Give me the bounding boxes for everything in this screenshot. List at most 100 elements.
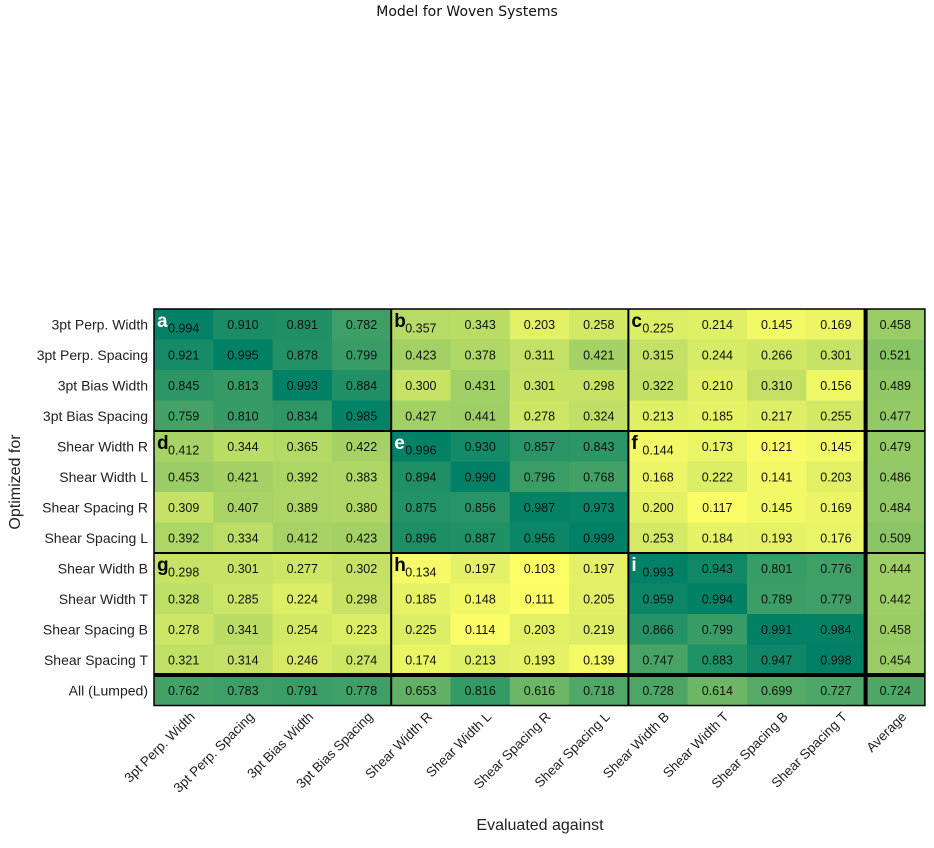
heatmap-cell [331,522,392,554]
cell-value-label: 0.791 [287,684,318,698]
cell-value-label: 0.185 [405,592,436,606]
heatmap-cell [628,400,689,432]
panel-letter: f [631,433,638,454]
heatmap-cell [331,309,392,341]
cell-value-label: 0.759 [168,409,199,423]
cell-value-label: 0.298 [346,592,377,606]
cell-value-label: 0.816 [465,684,496,698]
heatmap-cell [628,431,689,463]
panel-letter: g [157,555,169,576]
cell-value-label: 0.973 [583,501,614,515]
cell-value-label: 0.322 [642,379,673,393]
cell-value-label: 0.274 [346,653,377,667]
heatmap-cell [806,583,867,615]
cell-value-label: 0.169 [820,501,851,515]
heatmap-cell [806,461,867,493]
heatmap-cell [272,553,333,585]
cell-value-label: 0.727 [820,684,851,698]
heatmap-cell [747,431,807,463]
heatmap-cell [628,339,689,371]
heatmap-cell [628,614,689,646]
heatmap-cell [213,614,274,646]
cell-value-label: 0.789 [761,592,792,606]
heatmap-cell [450,522,511,554]
cell-value-label: 0.392 [287,470,318,484]
row-tick-label: Shear Width T [59,591,149,607]
heatmap-cell [687,644,748,676]
heatmap-cell [450,431,511,463]
heatmap-cell [747,553,807,585]
cell-value-label: 0.225 [642,321,673,335]
cell-value-label: 0.412 [287,531,318,545]
cell-value-label: 0.407 [227,501,258,515]
heatmap-cell [450,553,511,585]
heatmap-cell [628,461,689,493]
cell-value-label: 0.341 [227,623,258,637]
cell-value-label: 0.891 [287,318,318,332]
cell-value-label: 0.896 [405,531,436,545]
heatmap-cell [213,583,274,615]
heatmap-cell [213,370,274,402]
cell-value-label: 0.334 [227,531,258,545]
heatmap-cell [331,461,392,493]
heatmap-cell [628,644,689,676]
heatmap-cell [391,309,452,341]
cell-value-label: 0.509 [880,531,911,545]
cell-value-label: 0.442 [880,592,911,606]
cell-value-label: 0.843 [583,440,614,454]
cell-value-label: 0.200 [642,501,673,515]
cell-value-label: 0.921 [168,348,199,362]
cell-value-label: 0.728 [642,684,673,698]
cell-value-label: 0.984 [820,623,851,637]
heatmap-cell [865,553,926,585]
cell-value-label: 0.796 [524,470,555,484]
cell-value-label: 0.985 [346,409,377,423]
row-tick-label: 3pt Bias Width [58,377,148,393]
heatmap-cell [391,553,452,585]
cell-value-label: 0.156 [820,379,851,393]
heatmap-cell [391,492,452,524]
cell-value-label: 0.799 [702,623,733,637]
heatmap-cell [154,431,214,463]
cell-value-label: 0.203 [524,623,555,637]
cell-value-label: 0.278 [524,409,555,423]
heatmap-cell [628,675,689,707]
heatmap-cell [509,400,570,432]
heatmap-cell [747,370,807,402]
heatmap-cell [213,339,274,371]
heatmap-cell [865,614,926,646]
cell-value-label: 0.947 [761,653,792,667]
cell-value-label: 0.956 [524,531,555,545]
heatmap-cell [272,675,333,707]
heatmap-cell [569,492,629,524]
cell-value-label: 0.219 [583,623,614,637]
heatmap-cell [272,614,333,646]
heatmap-cell [687,431,748,463]
row-tick-label: Shear Spacing L [44,530,148,546]
heatmap-cell [391,522,452,554]
cell-value-label: 0.653 [405,684,436,698]
cell-value-label: 0.422 [346,440,377,454]
heatmap-cell [509,583,570,615]
panel-letter: a [157,311,168,332]
cell-value-label: 0.813 [227,379,258,393]
heatmap-cell [450,583,511,615]
cell-value-label: 0.301 [820,348,851,362]
cell-value-label: 0.943 [702,562,733,576]
heatmap-cell [450,644,511,676]
cell-value-label: 0.148 [465,592,496,606]
heatmap-cell [213,522,274,554]
heatmap-cell [272,309,333,341]
heatmap-cell [509,553,570,585]
heatmap-cell [687,553,748,585]
heatmap-cell [806,675,867,707]
heatmap-cell [865,370,926,402]
cell-value-label: 0.392 [168,531,199,545]
cell-value-label: 0.111 [525,592,554,606]
row-tick-label: Shear Width L [59,469,148,485]
cell-value-label: 0.776 [820,562,851,576]
cell-value-label: 0.169 [820,318,851,332]
heatmap-cell [747,309,807,341]
heatmap-cell [450,339,511,371]
heatmap-cell [509,614,570,646]
